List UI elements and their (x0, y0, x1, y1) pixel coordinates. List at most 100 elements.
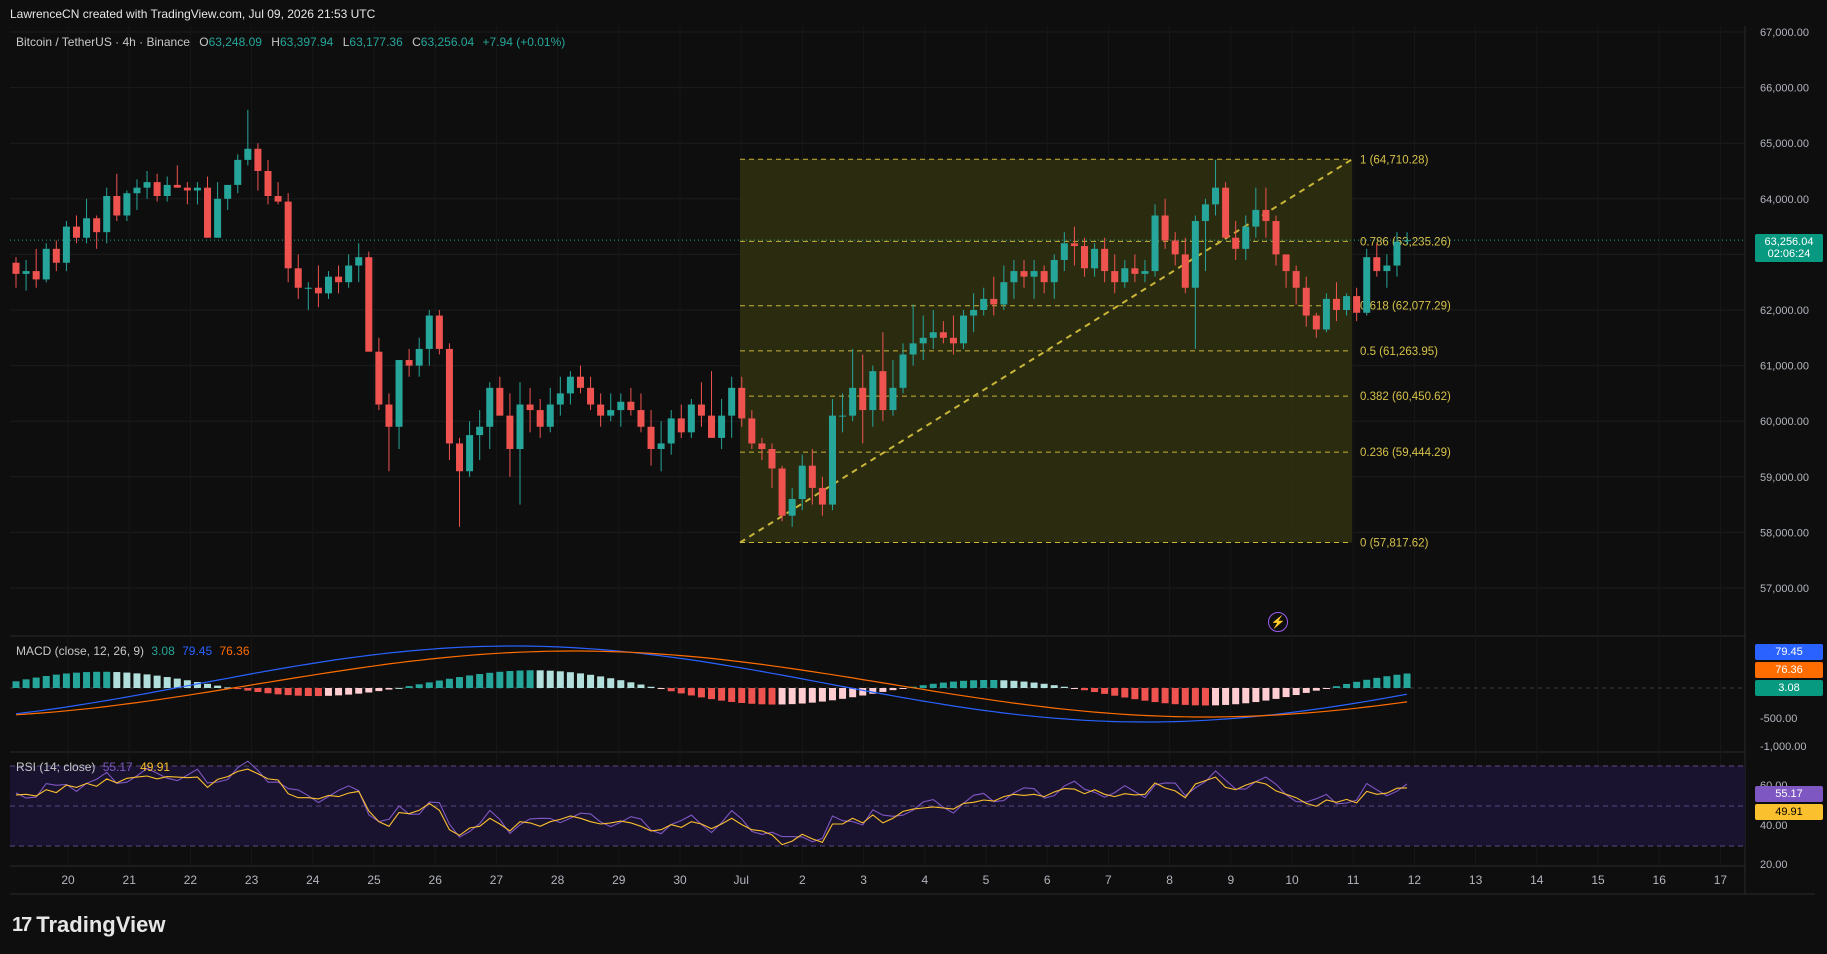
macd-hist-bar (939, 682, 947, 688)
x-tick-label: 26 (429, 873, 443, 887)
x-tick-label: 30 (673, 873, 687, 887)
candle-body (1282, 254, 1290, 272)
macd-hist-bar (879, 688, 887, 692)
candle-body (254, 148, 262, 171)
macd-hist-bar (415, 684, 423, 688)
macd-line-value: 79.45 (182, 644, 213, 658)
macd-line (15, 645, 1408, 723)
candle-body (889, 387, 897, 411)
macd-hist-bar (1151, 688, 1159, 703)
macd-hist-bar (1242, 688, 1250, 704)
macd-hist-bar (496, 671, 504, 688)
candle-body (899, 354, 907, 388)
candle-body (1212, 187, 1220, 205)
y-tick-label: 61,000.00 (1760, 361, 1809, 373)
macd-hist-bar (1020, 681, 1028, 688)
macd-hist-bar (738, 688, 746, 704)
candle-body (990, 298, 998, 305)
candle-body (52, 248, 60, 263)
macd-hist-bar (728, 688, 736, 702)
tradingview-logo-text: TradingView (36, 912, 166, 937)
macd-hist-bar (456, 677, 464, 688)
macd-hist-bar (375, 688, 383, 692)
candle-body (1383, 265, 1391, 272)
macd-hist-bar (234, 688, 242, 690)
candle-body (788, 499, 796, 516)
macd-hist-bar (62, 673, 70, 688)
candle-body (415, 348, 423, 366)
candle-body (1363, 257, 1371, 313)
candle-body (516, 404, 524, 449)
macd-hist-bar (788, 688, 796, 705)
macd-hist-bar (677, 688, 685, 694)
candle-body (1322, 298, 1330, 330)
macd-hist-bar (385, 688, 393, 690)
x-tick-label: 7 (1105, 873, 1112, 887)
candle-body (244, 148, 252, 160)
macd-hist-bar (425, 682, 433, 688)
symbol-legend: Bitcoin / TetherUS · 4h · Binance O63,24… (16, 35, 565, 49)
x-tick-label: 22 (184, 873, 198, 887)
candle-body (496, 387, 504, 416)
candle-body (355, 257, 363, 266)
rsi-ma-line (15, 768, 1408, 846)
macd-axis-tick: -500.00 (1760, 713, 1797, 725)
macd-hist-bar (304, 688, 312, 697)
candle-body (1040, 271, 1048, 283)
candle-body (72, 226, 80, 238)
x-tick-label: 17 (1714, 873, 1728, 887)
y-tick-label: 57,000.00 (1760, 583, 1809, 595)
candle-body (1060, 243, 1068, 260)
x-tick-label: 24 (306, 873, 320, 887)
macd-hist-bar (1322, 688, 1330, 689)
fib-level-label: 0.5 (61,263.95) (1360, 346, 1438, 358)
macd-hist-bar (758, 688, 766, 705)
candle-body (1232, 237, 1240, 249)
candle-body (204, 187, 212, 238)
x-tick-label: 12 (1408, 873, 1422, 887)
lightning-icon[interactable]: ⚡ (1268, 612, 1288, 632)
candle-body (1050, 259, 1058, 283)
candle-body (1242, 226, 1250, 249)
x-tick-label: 2 (799, 873, 806, 887)
macd-hist-bar (395, 687, 403, 689)
candle-body (798, 465, 806, 500)
tradingview-logo-icon: 17 (12, 913, 32, 936)
macd-hist-bar (284, 688, 292, 696)
macd-hist-bar (506, 671, 514, 688)
candle-body (42, 248, 50, 280)
candle-body (133, 187, 141, 194)
macd-hist-bar (1332, 686, 1340, 688)
candle-body (960, 315, 968, 344)
macd-legend: MACD (close, 12, 26, 9) 3.08 79.45 76.36 (16, 644, 250, 658)
y-tick-label: 58,000.00 (1760, 527, 1809, 539)
x-tick-label: 20 (61, 873, 75, 887)
macd-hist-bar (949, 681, 957, 688)
macd-axis-tick: -1,000.00 (1760, 741, 1806, 753)
candle-body (405, 360, 413, 366)
macd-hist-bar (1383, 676, 1391, 688)
candle-body (607, 410, 615, 416)
macd-hist-bar (1161, 688, 1169, 704)
macd-hist-bar (1272, 688, 1280, 699)
macd-hist-bar (576, 673, 584, 688)
macd-signal-tag: 76.36 (1755, 662, 1823, 678)
macd-hist-bar (859, 688, 867, 696)
y-tick-label: 65,000.00 (1760, 138, 1809, 150)
candle-body (576, 376, 584, 388)
macd-hist-bar (818, 688, 826, 702)
macd-hist-bar (244, 688, 252, 691)
candle-body (697, 404, 705, 416)
candle-body (859, 387, 867, 411)
x-tick-label: 28 (551, 873, 565, 887)
macd-hist-bar (476, 674, 484, 688)
x-tick-label: 5 (983, 873, 990, 887)
x-tick-label: 11 (1347, 873, 1360, 887)
candle-body (970, 310, 978, 316)
macd-hist-bar (183, 680, 191, 688)
candle-body (587, 387, 595, 405)
macd-hist-bar (970, 680, 978, 688)
macd-hist-bar (314, 688, 322, 697)
candle-body (1262, 209, 1270, 222)
